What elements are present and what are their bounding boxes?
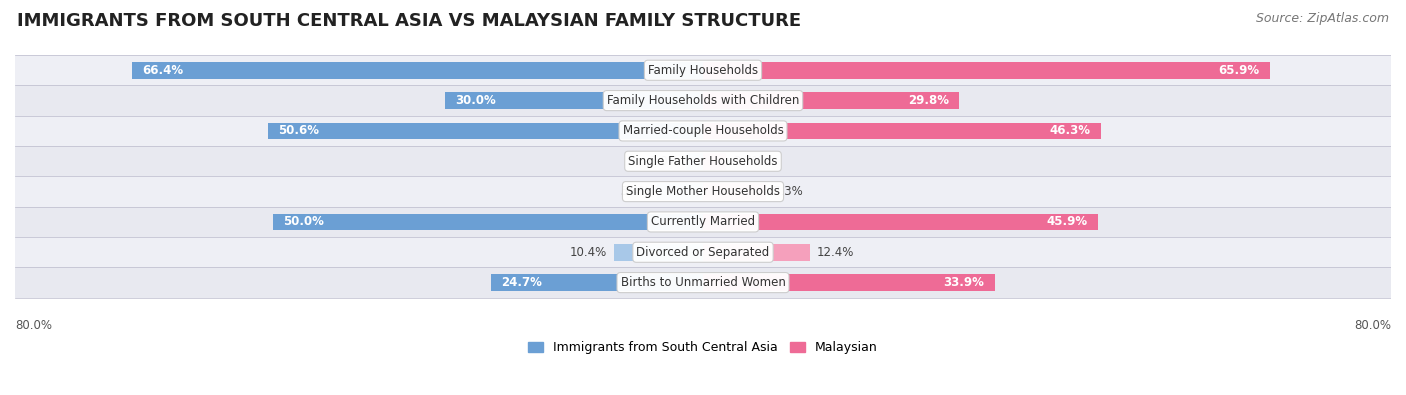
Bar — [15, 207, 1391, 237]
Bar — [15, 55, 1391, 85]
Text: 66.4%: 66.4% — [142, 64, 183, 77]
Legend: Immigrants from South Central Asia, Malaysian: Immigrants from South Central Asia, Mala… — [523, 336, 883, 359]
Bar — [15, 237, 1391, 267]
Text: 80.0%: 80.0% — [1354, 319, 1391, 332]
Bar — [703, 274, 994, 291]
Bar — [657, 183, 703, 200]
Text: Source: ZipAtlas.com: Source: ZipAtlas.com — [1256, 12, 1389, 25]
Bar — [686, 153, 703, 169]
Bar — [491, 274, 703, 291]
Text: Married-couple Households: Married-couple Households — [623, 124, 783, 137]
Bar — [703, 183, 766, 200]
Bar — [15, 85, 1391, 116]
Bar — [132, 62, 703, 79]
Text: 10.4%: 10.4% — [569, 246, 606, 259]
Text: 45.9%: 45.9% — [1046, 215, 1087, 228]
Text: 80.0%: 80.0% — [15, 319, 52, 332]
Text: 7.3%: 7.3% — [773, 185, 803, 198]
Text: 50.6%: 50.6% — [278, 124, 319, 137]
Bar — [703, 92, 959, 109]
Text: Currently Married: Currently Married — [651, 215, 755, 228]
Text: Divorced or Separated: Divorced or Separated — [637, 246, 769, 259]
Text: Family Households: Family Households — [648, 64, 758, 77]
Text: 46.3%: 46.3% — [1050, 124, 1091, 137]
Bar — [703, 122, 1101, 139]
Text: 33.9%: 33.9% — [943, 276, 984, 289]
Text: 12.4%: 12.4% — [817, 246, 853, 259]
Text: 2.0%: 2.0% — [650, 155, 679, 168]
Text: 30.0%: 30.0% — [456, 94, 496, 107]
Bar — [15, 146, 1391, 177]
Text: 65.9%: 65.9% — [1218, 64, 1260, 77]
Bar — [15, 177, 1391, 207]
Bar — [703, 62, 1270, 79]
Bar — [267, 122, 703, 139]
Bar — [446, 92, 703, 109]
Text: 29.8%: 29.8% — [908, 94, 949, 107]
Bar — [15, 267, 1391, 298]
Bar — [273, 214, 703, 230]
Text: 24.7%: 24.7% — [501, 276, 541, 289]
Bar — [703, 153, 727, 169]
Text: Family Households with Children: Family Households with Children — [607, 94, 799, 107]
Text: 5.4%: 5.4% — [620, 185, 650, 198]
Bar — [15, 116, 1391, 146]
Text: 2.7%: 2.7% — [733, 155, 763, 168]
Bar — [703, 244, 810, 261]
Bar — [613, 244, 703, 261]
Text: Births to Unmarried Women: Births to Unmarried Women — [620, 276, 786, 289]
Text: IMMIGRANTS FROM SOUTH CENTRAL ASIA VS MALAYSIAN FAMILY STRUCTURE: IMMIGRANTS FROM SOUTH CENTRAL ASIA VS MA… — [17, 12, 801, 30]
Text: Single Mother Households: Single Mother Households — [626, 185, 780, 198]
Text: Single Father Households: Single Father Households — [628, 155, 778, 168]
Text: 50.0%: 50.0% — [284, 215, 325, 228]
Bar — [703, 214, 1098, 230]
